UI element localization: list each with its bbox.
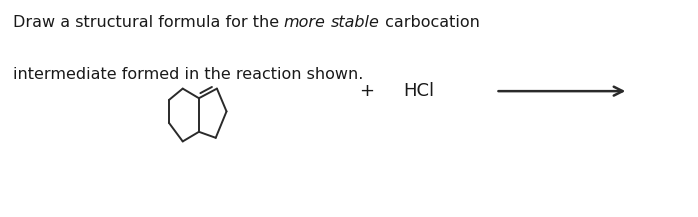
Text: carbocation: carbocation [380,15,480,30]
Text: intermediate formed in the reaction shown.: intermediate formed in the reaction show… [13,67,363,82]
Text: Draw a structural formula for the: Draw a structural formula for the [13,15,284,30]
Text: +: + [359,82,374,100]
Text: more: more [284,15,326,30]
Text: HCl: HCl [403,82,434,100]
Text: stable: stable [331,15,380,30]
